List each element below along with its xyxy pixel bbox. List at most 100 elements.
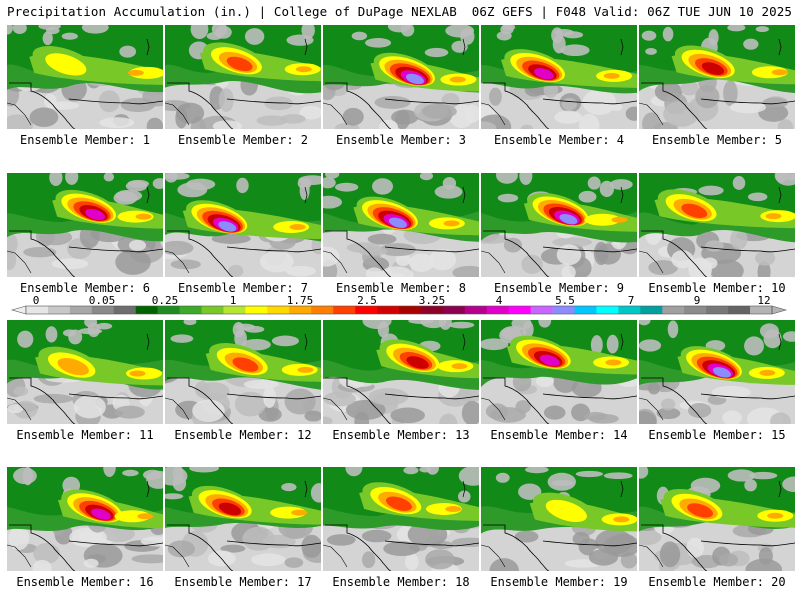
precip-map <box>639 320 795 424</box>
colorbar-swatch <box>640 306 663 314</box>
colorbar-swatch <box>596 306 619 314</box>
member-label: Ensemble Member: 12 <box>174 428 312 442</box>
colorbar-swatch <box>157 306 180 314</box>
colorbar-swatch <box>135 306 158 314</box>
member-panel <box>323 467 479 571</box>
colorbar: 0 0.05 0.25 1 1.75 2.5 3.25 4 5.5 7 9 12 <box>10 296 788 315</box>
precip-map <box>323 320 479 424</box>
colorbar-tick-label: 5.5 <box>555 296 575 307</box>
colorbar-tick-label: 12 <box>757 296 770 307</box>
member-label: Ensemble Member: 15 <box>648 428 786 442</box>
precip-map <box>639 467 795 571</box>
colorbar-tick-label: 0.25 <box>152 296 179 307</box>
precip-map <box>165 173 321 277</box>
colorbar-swatch <box>552 306 575 314</box>
colorbar-swatch <box>706 306 729 314</box>
member-panel <box>639 173 795 277</box>
precip-map <box>481 467 637 571</box>
colorbar-tick-label: 3.25 <box>419 296 446 307</box>
member-label: Ensemble Member: 16 <box>16 575 154 589</box>
colorbar-right-arrow <box>771 305 788 315</box>
colorbar-swatch <box>464 306 488 314</box>
member-panel <box>323 320 479 424</box>
precip-map <box>165 320 321 424</box>
colorbar-swatch <box>201 306 224 314</box>
member-panel <box>165 173 321 277</box>
member-label: Ensemble Member: 6 <box>19 281 151 295</box>
colorbar-left-arrow <box>10 305 27 315</box>
colorbar-swatch <box>245 306 268 314</box>
colorbar-swatch <box>355 306 378 314</box>
member-panel <box>7 320 163 424</box>
colorbar-swatch <box>508 306 531 314</box>
member-label: Ensemble Member: 17 <box>174 575 312 589</box>
colorbar-swatch <box>662 306 685 314</box>
member-panel <box>481 25 637 129</box>
precip-map <box>481 320 637 424</box>
member-label: Ensemble Member: 20 <box>648 575 786 589</box>
member-label: Ensemble Member: 9 <box>493 281 625 295</box>
precip-map <box>165 467 321 571</box>
precip-map <box>7 320 163 424</box>
precip-map <box>165 25 321 129</box>
member-label: Ensemble Member: 13 <box>332 428 470 442</box>
colorbar-swatch <box>311 306 334 314</box>
member-label: Ensemble Member: 8 <box>335 281 467 295</box>
member-panel <box>481 320 637 424</box>
member-panel <box>639 467 795 571</box>
colorbar-swatch <box>486 306 510 314</box>
member-panel <box>481 467 637 571</box>
colorbar-swatch <box>223 306 246 314</box>
member-panel <box>7 467 163 571</box>
member-label: Ensemble Member: 19 <box>490 575 628 589</box>
colorbar-tick-label: 7 <box>628 296 635 307</box>
member-panel <box>323 173 479 277</box>
precip-map <box>481 25 637 129</box>
colorbar-swatch <box>618 306 641 314</box>
member-panel <box>165 467 321 571</box>
colorbar-swatch <box>289 306 312 314</box>
colorbar-swatch <box>47 306 71 314</box>
colorbar-swatch <box>26 306 49 314</box>
colorbar-swatch <box>728 306 751 314</box>
precip-map <box>323 173 479 277</box>
colorbar-swatch <box>574 306 597 314</box>
colorbar-swatch <box>333 306 356 314</box>
member-panel <box>7 173 163 277</box>
colorbar-swatch <box>113 306 137 314</box>
member-panel <box>323 25 479 129</box>
colorbar-swatch <box>684 306 707 314</box>
member-label: Ensemble Member: 2 <box>177 133 309 147</box>
precip-map <box>639 173 795 277</box>
precip-map <box>7 467 163 571</box>
member-label: Ensemble Member: 1 <box>19 133 151 147</box>
precip-map <box>639 25 795 129</box>
precip-map <box>7 25 163 129</box>
colorbar-swatch <box>267 306 290 314</box>
precip-map <box>7 173 163 277</box>
colorbar-swatch <box>442 306 466 314</box>
colorbar-swatch <box>179 306 202 314</box>
member-panel <box>481 173 637 277</box>
member-label: Ensemble Member: 4 <box>493 133 625 147</box>
colorbar-swatch <box>91 306 115 314</box>
colorbar-swatch <box>750 306 773 314</box>
colorbar-tick-label: 0 <box>33 296 40 307</box>
precip-map <box>481 173 637 277</box>
colorbar-swatch <box>530 306 553 314</box>
member-label: Ensemble Member: 7 <box>177 281 309 295</box>
colorbar-swatch <box>399 306 422 314</box>
colorbar-swatch <box>69 306 93 314</box>
member-panel <box>639 320 795 424</box>
colorbar-tick-label: 9 <box>694 296 701 307</box>
member-label: Ensemble Member: 18 <box>332 575 470 589</box>
precip-map <box>323 467 479 571</box>
member-label: Ensemble Member: 10 <box>648 281 786 295</box>
member-label: Ensemble Member: 14 <box>490 428 628 442</box>
colorbar-tick-label: 2.5 <box>357 296 377 307</box>
member-label: Ensemble Member: 11 <box>16 428 154 442</box>
colorbar-tick-label: 4 <box>496 296 503 307</box>
member-panel <box>639 25 795 129</box>
member-label: Ensemble Member: 5 <box>651 133 783 147</box>
precip-map <box>323 25 479 129</box>
